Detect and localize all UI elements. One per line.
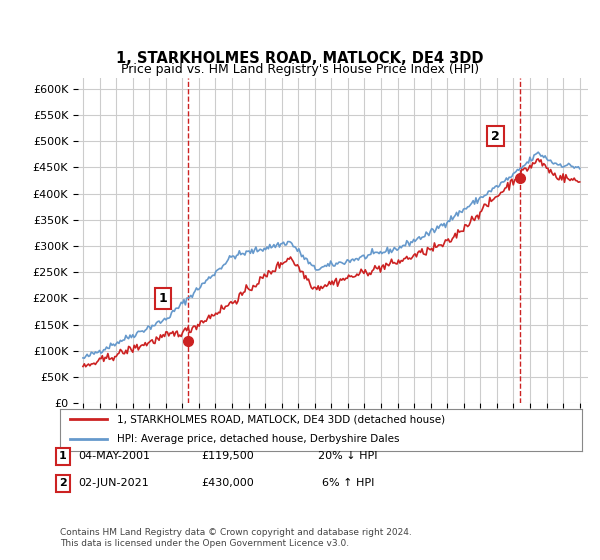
Text: £119,500: £119,500 bbox=[202, 451, 254, 461]
Text: 1, STARKHOLMES ROAD, MATLOCK, DE4 3DD (detached house): 1, STARKHOLMES ROAD, MATLOCK, DE4 3DD (d… bbox=[118, 414, 446, 424]
Text: HPI: Average price, detached house, Derbyshire Dales: HPI: Average price, detached house, Derb… bbox=[118, 434, 400, 444]
Text: 1: 1 bbox=[159, 292, 167, 305]
Text: 1, STARKHOLMES ROAD, MATLOCK, DE4 3DD: 1, STARKHOLMES ROAD, MATLOCK, DE4 3DD bbox=[116, 52, 484, 66]
Text: 02-JUN-2021: 02-JUN-2021 bbox=[79, 478, 149, 488]
Text: Price paid vs. HM Land Registry's House Price Index (HPI): Price paid vs. HM Land Registry's House … bbox=[121, 63, 479, 77]
Text: Contains HM Land Registry data © Crown copyright and database right 2024.
This d: Contains HM Land Registry data © Crown c… bbox=[60, 528, 412, 548]
Text: 1: 1 bbox=[59, 451, 67, 461]
Text: £430,000: £430,000 bbox=[202, 478, 254, 488]
Text: 20% ↓ HPI: 20% ↓ HPI bbox=[318, 451, 378, 461]
Text: 2: 2 bbox=[491, 129, 500, 143]
Text: 2: 2 bbox=[59, 478, 67, 488]
Text: 04-MAY-2001: 04-MAY-2001 bbox=[78, 451, 150, 461]
Text: 6% ↑ HPI: 6% ↑ HPI bbox=[322, 478, 374, 488]
